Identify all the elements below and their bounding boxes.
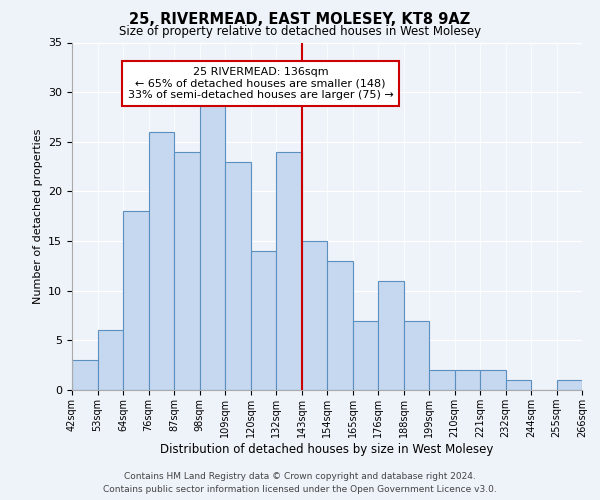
- Bar: [557, 380, 582, 390]
- Bar: [251, 251, 276, 390]
- Bar: [302, 241, 327, 390]
- X-axis label: Distribution of detached houses by size in West Molesey: Distribution of detached houses by size …: [160, 442, 494, 456]
- Bar: [480, 370, 505, 390]
- Bar: [378, 281, 404, 390]
- Bar: [149, 132, 174, 390]
- Bar: [327, 261, 353, 390]
- Text: Contains HM Land Registry data © Crown copyright and database right 2024.
Contai: Contains HM Land Registry data © Crown c…: [103, 472, 497, 494]
- Text: 25 RIVERMEAD: 136sqm
← 65% of detached houses are smaller (148)
33% of semi-deta: 25 RIVERMEAD: 136sqm ← 65% of detached h…: [128, 67, 394, 100]
- Bar: [123, 212, 149, 390]
- Bar: [429, 370, 455, 390]
- Bar: [72, 360, 97, 390]
- Text: Size of property relative to detached houses in West Molesey: Size of property relative to detached ho…: [119, 25, 481, 38]
- Bar: [353, 320, 378, 390]
- Text: 25, RIVERMEAD, EAST MOLESEY, KT8 9AZ: 25, RIVERMEAD, EAST MOLESEY, KT8 9AZ: [130, 12, 470, 28]
- Bar: [199, 102, 225, 390]
- Bar: [97, 330, 123, 390]
- Bar: [174, 152, 199, 390]
- Bar: [505, 380, 531, 390]
- Bar: [404, 320, 429, 390]
- Bar: [276, 152, 302, 390]
- Bar: [455, 370, 480, 390]
- Bar: [225, 162, 251, 390]
- Y-axis label: Number of detached properties: Number of detached properties: [32, 128, 43, 304]
